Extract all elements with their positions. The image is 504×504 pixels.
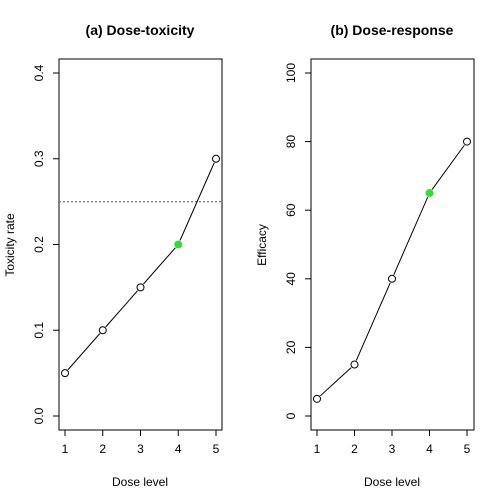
panel-a-y-tick-label: 0.0 [32,407,46,424]
panel-b-data-point [350,360,359,369]
panel-b-x-tick-label: 5 [464,442,471,456]
panel-a-marks: 1 2 3 4 5 0.0 0.1 0.2 0.3 0.4 [32,64,222,456]
panel-b-y-tick-label: 80 [284,135,298,149]
panel-a-x-tick-label: 2 [99,442,106,456]
panel-a-x-tick-label: 4 [175,442,182,456]
panel-a-title: (a) Dose-toxicity [86,22,195,38]
panel-b-x-tick-label: 2 [351,442,358,456]
panel-a-highlight-point [174,240,183,249]
panel-b-y-tick-label: 60 [284,203,298,217]
panel-a-y-tick-label: 0.4 [32,64,46,81]
panel-b-title: (b) Dose-response [331,22,454,38]
panel-a-data-point [136,283,145,292]
panel-b-y-tick-label: 20 [284,340,298,354]
panel-b-series-segment [319,367,352,397]
panel-b-marks: 1 2 3 4 5 0 20 40 60 80 100 [284,63,471,456]
panel-a-x-tick-label: 1 [62,442,69,456]
panel-b-plot-frame [310,58,475,431]
panel-a-data-point [61,369,69,378]
panel-b-x-tick-label: 1 [314,442,321,456]
panel-a-series-segment [105,290,138,328]
panel-b-highlight-point [425,189,434,198]
panel-a-y-axis-label: Toxicity rate [3,213,17,277]
panel-dose-toxicity: (a) Dose-toxicity Dose level Toxicity ra… [3,22,223,489]
panel-a-plot-frame [58,58,223,431]
panel-b-y-axis-label: Efficacy [255,224,269,266]
panel-a-data-point [98,326,107,335]
panel-a-y-tick-label: 0.2 [32,236,46,253]
panel-b-y-tick-label: 100 [284,63,298,83]
panel-a-y-tick-label: 0.3 [32,150,46,167]
panel-a-series-segment [67,333,101,371]
panel-b-series-segment [355,282,391,361]
panel-a-series-segment [179,162,215,241]
panel-b-x-tick-label: 4 [426,442,433,456]
panel-b-series-segment [431,144,465,190]
panel-b-data-point [463,137,471,146]
panel-a-x-axis-label: Dose level [112,475,168,489]
panel-b-data-point [388,274,396,283]
panel-b-y-tick-label: 40 [284,272,298,286]
panel-b-x-tick-label: 3 [389,442,396,456]
panel-b-series-segment [393,196,429,275]
panel-a-x-tick-label: 3 [137,442,144,456]
panel-a-y-tick-label: 0.1 [32,322,46,339]
panel-a-series-segment [143,247,176,285]
panel-b-x-axis-label: Dose level [364,475,420,489]
panel-a-x-tick-label: 5 [213,442,220,456]
panel-dose-response: (b) Dose-response Dose level Efficacy 1 2… [255,22,475,489]
panel-b-data-point [313,394,321,403]
panel-a-data-point [212,154,220,163]
panel-b-y-tick-label: 0 [284,412,298,419]
